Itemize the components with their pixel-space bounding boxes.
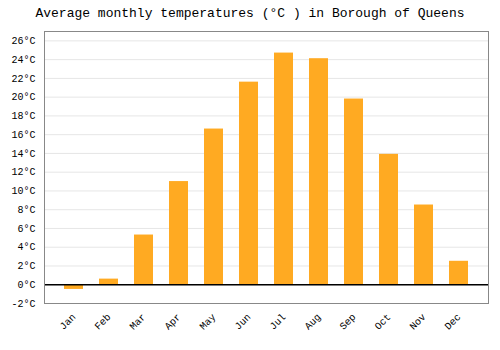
svg-text:4°C: 4°C <box>17 242 35 253</box>
svg-text:Feb: Feb <box>93 312 114 333</box>
svg-text:20°C: 20°C <box>11 92 35 103</box>
svg-text:Apr: Apr <box>163 312 184 333</box>
svg-text:Sep: Sep <box>338 312 359 333</box>
svg-text:22°C: 22°C <box>11 74 35 85</box>
svg-text:16°C: 16°C <box>11 130 35 141</box>
svg-text:2°C: 2°C <box>17 261 35 272</box>
svg-text:Nov: Nov <box>408 312 429 333</box>
svg-text:-2°C: -2°C <box>11 299 35 310</box>
svg-text:14°C: 14°C <box>11 149 35 160</box>
svg-text:May: May <box>198 312 219 333</box>
svg-text:Dec: Dec <box>443 312 464 333</box>
svg-text:Mar: Mar <box>128 312 149 333</box>
svg-text:Jan: Jan <box>58 312 79 333</box>
svg-text:6°C: 6°C <box>17 224 35 235</box>
svg-text:26°C: 26°C <box>11 36 35 47</box>
svg-text:12°C: 12°C <box>11 167 35 178</box>
svg-text:Jul: Jul <box>268 312 289 333</box>
svg-text:Jun: Jun <box>233 312 254 333</box>
svg-text:0°C: 0°C <box>17 280 35 291</box>
svg-text:8°C: 8°C <box>17 205 35 216</box>
svg-text:10°C: 10°C <box>11 186 35 197</box>
svg-text:18°C: 18°C <box>11 111 35 122</box>
svg-text:Aug: Aug <box>303 312 324 333</box>
svg-text:Oct: Oct <box>373 312 394 333</box>
svg-text:24°C: 24°C <box>11 55 35 66</box>
html-text:Average monthly temperatures (: Average monthly temperatures (°C ) in Bo… <box>35 6 465 21</box>
